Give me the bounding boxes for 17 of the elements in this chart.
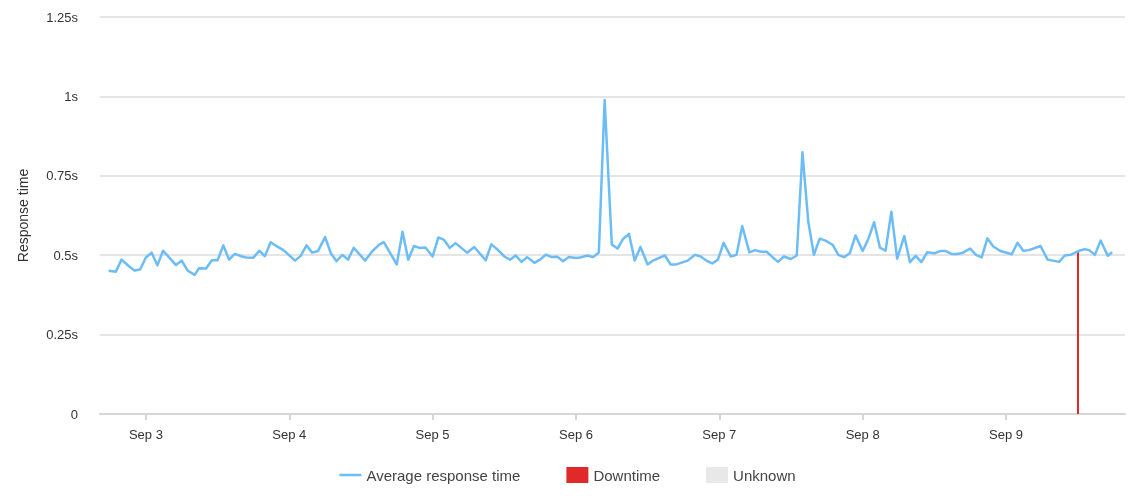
y-tick-label: 0.75s [46,168,79,184]
y-tick-label: 0.25s [46,327,79,343]
legend-label: Downtime [593,466,661,484]
x-tick-label: Sep 5 [415,427,450,442]
y-tick-label: 1s [64,88,79,104]
x-tick-label: Sep 9 [989,427,1024,442]
x-tick-label: Sep 4 [272,427,307,442]
y-tick-label: 0.5s [53,247,79,263]
legend-label: Average response time [366,466,521,484]
legend-label: Unknown [733,466,796,484]
x-tick-label: Sep 8 [845,427,880,442]
y-axis-title: Response time [15,168,31,263]
y-tick-label: 0 [70,406,78,422]
x-tick-label: Sep 6 [558,427,593,442]
y-tick-label: 1.25s [46,9,79,25]
x-tick-label: Sep 3 [128,427,163,442]
x-tick-label: Sep 7 [702,427,737,442]
